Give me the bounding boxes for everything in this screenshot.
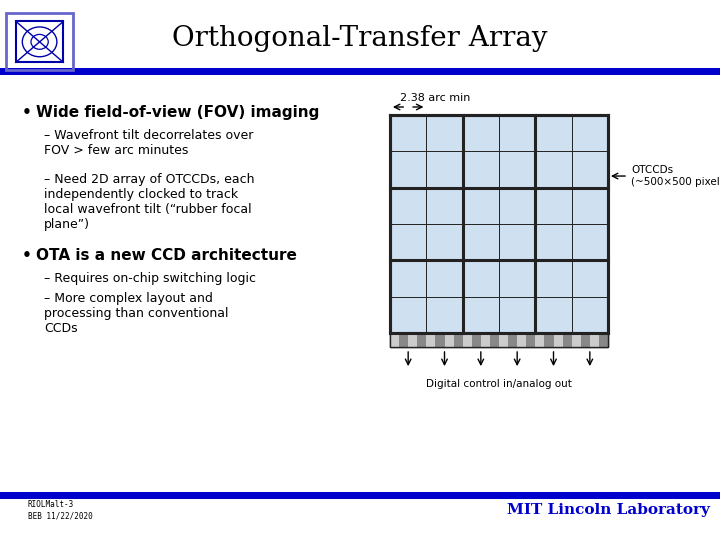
Bar (390, 333, 608, 347)
Bar (454, 333, 463, 347)
Bar (426, 224, 463, 260)
Bar (463, 115, 499, 151)
Bar (572, 296, 608, 333)
Bar (499, 296, 536, 333)
Bar (418, 333, 426, 347)
Bar (0, 68, 720, 75)
Bar (526, 333, 536, 347)
Bar (463, 260, 499, 296)
Bar (426, 296, 463, 333)
Bar (426, 151, 463, 188)
Text: – Wavefront tilt decorrelates over
FOV > few arc minutes: – Wavefront tilt decorrelates over FOV >… (44, 129, 253, 157)
Bar (536, 151, 572, 188)
Bar (463, 333, 472, 347)
Bar (572, 151, 608, 188)
Bar (544, 333, 554, 347)
Text: Wide field-of-view (FOV) imaging: Wide field-of-view (FOV) imaging (36, 105, 320, 120)
Bar (408, 333, 418, 347)
Text: OTCCDs
(~500×500 pixels): OTCCDs (~500×500 pixels) (631, 165, 720, 187)
Bar (499, 333, 508, 347)
Bar (0, 492, 720, 499)
Text: •: • (22, 248, 32, 263)
Bar (508, 333, 517, 347)
Bar (390, 188, 426, 224)
Bar (399, 333, 408, 347)
Bar (590, 333, 599, 347)
Bar (390, 296, 426, 333)
Bar (390, 151, 426, 188)
Bar (390, 333, 608, 347)
Bar (572, 333, 581, 347)
Bar (463, 296, 499, 333)
Bar (517, 333, 526, 347)
Bar (572, 115, 608, 151)
Text: – Need 2D array of OTCCDs, each
independently clocked to track
local wavefront t: – Need 2D array of OTCCDs, each independ… (44, 173, 254, 231)
Bar (426, 260, 463, 296)
Bar (426, 333, 436, 347)
Bar (481, 333, 490, 347)
Bar (536, 188, 572, 224)
Bar (390, 115, 426, 151)
Bar (390, 260, 426, 296)
Bar (499, 224, 536, 260)
Bar (499, 115, 536, 151)
Bar (499, 260, 536, 296)
Text: MIT Lincoln Laboratory: MIT Lincoln Laboratory (507, 503, 710, 517)
Bar (463, 151, 499, 188)
Bar (536, 224, 572, 260)
Bar (536, 260, 572, 296)
Bar (572, 260, 608, 296)
Bar (554, 333, 562, 347)
Bar (426, 188, 463, 224)
Bar (444, 333, 454, 347)
Text: – Requires on-chip switching logic: – Requires on-chip switching logic (44, 272, 256, 285)
Text: – More complex layout and
processing than conventional
CCDs: – More complex layout and processing tha… (44, 292, 228, 335)
Bar (499, 151, 536, 188)
Bar (472, 333, 481, 347)
Text: 2.38 arc min: 2.38 arc min (400, 93, 470, 103)
Bar (426, 115, 463, 151)
Bar (599, 333, 608, 347)
Bar (16, 22, 63, 62)
Bar (572, 224, 608, 260)
Bar (463, 224, 499, 260)
Bar (390, 115, 608, 333)
Text: RIOLMalt-3
BEB 11/22/2020: RIOLMalt-3 BEB 11/22/2020 (28, 500, 93, 521)
Bar (463, 188, 499, 224)
Bar (390, 333, 399, 347)
Text: Digital control in/analog out: Digital control in/analog out (426, 379, 572, 389)
Bar (562, 333, 572, 347)
Bar (436, 333, 444, 347)
Bar (536, 115, 572, 151)
Bar (536, 296, 572, 333)
Bar (572, 188, 608, 224)
Text: Orthogonal-Transfer Array: Orthogonal-Transfer Array (172, 24, 548, 51)
Bar (536, 333, 544, 347)
Bar (490, 333, 499, 347)
Bar (581, 333, 590, 347)
Bar (499, 188, 536, 224)
Bar (390, 224, 426, 260)
Text: •: • (22, 105, 32, 120)
Text: OTA is a new CCD architecture: OTA is a new CCD architecture (36, 248, 297, 263)
